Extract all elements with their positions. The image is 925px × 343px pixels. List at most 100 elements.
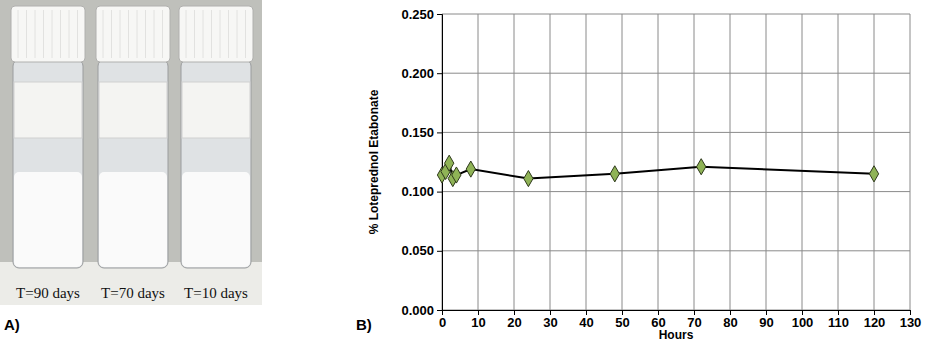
- grid-line-x: [730, 14, 731, 310]
- vial-cap-rib: [154, 10, 155, 58]
- x-tick-label: 90: [759, 315, 773, 330]
- x-tick: 50: [615, 310, 629, 330]
- photo-caption: T=10 days: [184, 285, 248, 301]
- y-tick-label: 0.000: [401, 303, 434, 318]
- x-tick: 130: [900, 310, 922, 330]
- vial-label-paper: [14, 82, 82, 138]
- vial-cap-rib: [186, 10, 187, 58]
- vial-cap-rib: [194, 10, 195, 58]
- grid-line-x: [910, 14, 911, 310]
- chart-panel: 01020304050607080901001101201300.0000.05…: [356, 7, 921, 342]
- data-point: [697, 159, 706, 175]
- grid-line-y: [442, 132, 910, 133]
- x-tick-label: 100: [792, 315, 814, 330]
- vial-suspension: [14, 172, 82, 267]
- vial: [11, 6, 85, 268]
- x-tick: 10: [471, 310, 485, 330]
- vial-cap-rib: [111, 10, 112, 58]
- grid-line-x: [514, 14, 515, 310]
- y-tick-mark: [437, 73, 442, 74]
- data-point: [524, 171, 533, 187]
- vial: [179, 6, 253, 268]
- vial-cap: [11, 6, 85, 62]
- x-tick: 90: [759, 310, 773, 330]
- vial-cap-rib: [245, 10, 246, 58]
- x-tick: 40: [579, 310, 593, 330]
- vial-label-paper: [99, 82, 167, 138]
- x-tick-label: 50: [615, 315, 629, 330]
- vial-cap-rib: [128, 10, 129, 58]
- vial-cap: [179, 6, 253, 62]
- grid-line-y: [442, 191, 910, 192]
- panel-label: B): [356, 316, 372, 333]
- y-tick: 0.250: [401, 7, 442, 22]
- grid-line-x: [766, 14, 767, 310]
- photo-caption: T=70 days: [101, 285, 165, 301]
- grid-line-x: [658, 14, 659, 310]
- vial-cap-rib: [203, 10, 204, 58]
- x-tick-label: 110: [828, 315, 849, 330]
- y-tick: 0.150: [401, 125, 442, 140]
- x-tick-label: 20: [507, 315, 521, 330]
- vial-cap-rib: [69, 10, 70, 58]
- data-layer: [437, 155, 878, 187]
- vial-cap-rib: [77, 10, 78, 58]
- grid-line-x: [586, 14, 587, 310]
- y-tick-mark: [437, 310, 442, 311]
- y-tick-mark: [437, 14, 442, 15]
- vial-cap-rib: [103, 10, 104, 58]
- data-point: [445, 155, 454, 171]
- grid-line-x: [838, 14, 839, 310]
- y-tick-mark: [437, 192, 442, 193]
- x-tick-label: 0: [439, 315, 446, 330]
- vial-cap-rib: [43, 10, 44, 58]
- figure: T=90 daysT=70 daysT=10 daysA)01020304050…: [0, 0, 925, 343]
- y-axis-title: % Loteprednol Etabonate: [367, 89, 381, 234]
- grid-line-x: [550, 14, 551, 310]
- vial-suspension: [99, 172, 167, 267]
- x-tick: 120: [864, 310, 886, 330]
- data-point: [869, 166, 878, 182]
- x-axis-title: Hours: [659, 328, 694, 342]
- y-tick-label: 0.250: [401, 7, 434, 22]
- grid-line-y: [442, 73, 910, 74]
- grid-line-x: [622, 14, 623, 310]
- photo-background: [0, 0, 262, 305]
- grid-line-x: [874, 14, 875, 310]
- grid: [442, 14, 910, 310]
- y-axis: 0.0000.0500.1000.1500.2000.250: [401, 7, 442, 318]
- photo-panel: T=90 days T=70 days T=10 days: [0, 0, 262, 305]
- data-line: [442, 163, 874, 178]
- vial-suspension: [182, 172, 250, 267]
- y-tick-label: 0.150: [401, 125, 434, 140]
- data-point: [610, 166, 619, 182]
- x-tick: 0: [439, 310, 446, 330]
- data-point: [466, 161, 475, 177]
- vial-cap-rib: [145, 10, 146, 58]
- grid-line-y: [442, 250, 910, 251]
- vial-cap: [96, 6, 170, 62]
- vial-glass: [13, 60, 83, 268]
- y-tick: 0.100: [401, 184, 442, 199]
- x-tick: 100: [792, 310, 814, 330]
- y-tick-mark: [437, 132, 442, 133]
- vial-cap-rib: [237, 10, 238, 58]
- vial-cap-rib: [120, 10, 121, 58]
- y-tick-label: 0.200: [401, 66, 434, 81]
- grid-line-y: [442, 14, 910, 15]
- y-tick: 0.200: [401, 66, 442, 81]
- grid-line-x: [694, 14, 695, 310]
- vial-glass: [181, 60, 251, 268]
- y-tick: 0.000: [401, 303, 442, 318]
- vial-cap-rib: [162, 10, 163, 58]
- y-axis-line: [437, 15, 443, 311]
- y-tick-mark: [437, 251, 442, 252]
- vial-glass: [98, 60, 168, 268]
- vial-label-paper: [182, 82, 250, 138]
- vial: [96, 6, 170, 268]
- x-tick-label: 130: [900, 315, 922, 330]
- vial-cap-rib: [228, 10, 229, 58]
- photo-caption: T=90 days: [16, 285, 80, 301]
- x-tick-label: 120: [864, 315, 886, 330]
- x-tick: 20: [507, 310, 521, 330]
